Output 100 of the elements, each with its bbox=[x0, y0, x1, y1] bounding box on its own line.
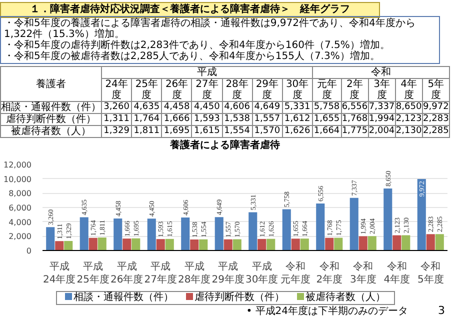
text: 4,458 bbox=[164, 102, 190, 112]
text: 2,004 bbox=[368, 126, 395, 136]
bar bbox=[316, 204, 325, 250]
text: 7,337 bbox=[368, 102, 395, 112]
text: 平成 bbox=[102, 66, 312, 78]
text: 2,130 bbox=[396, 126, 422, 136]
text: 9,972 bbox=[423, 102, 449, 112]
text: ・令和5年度の虐待判断件数は2,283件であり、令和4年度から160件（7.5%）増加。 bbox=[4, 40, 391, 51]
text: 1,554 bbox=[224, 126, 250, 136]
bar bbox=[384, 188, 392, 250]
text: ・令和5年度の被虐待者数は2,285人であり、令和4年度から155人（7.3%）増加。 bbox=[4, 51, 381, 62]
text: 1,768 bbox=[342, 114, 368, 124]
y-tick-label: 10,000 bbox=[4, 174, 32, 184]
bar bbox=[165, 238, 174, 250]
text: １．障害者虐待対応状況調査＜養護者による障害者虐待＞ 経年グラフ bbox=[0, 2, 380, 18]
bar bbox=[325, 238, 334, 250]
text: 30年度 bbox=[282, 78, 312, 102]
bar bbox=[435, 234, 444, 250]
bar bbox=[426, 234, 435, 250]
text: 1,664 bbox=[314, 126, 340, 136]
bar bbox=[282, 209, 291, 250]
x-tick-label: 令和元年度 bbox=[280, 260, 311, 286]
y-tick-label: 2,000 bbox=[8, 232, 32, 242]
bar bbox=[55, 241, 64, 250]
text: 1,655 bbox=[314, 114, 340, 124]
text: 4,606 bbox=[224, 102, 250, 112]
bar bbox=[402, 235, 410, 250]
text: 4,649 bbox=[254, 102, 280, 112]
x-tick-label: 令和2年度 bbox=[316, 260, 343, 286]
x-tick-label: 平成29年度 bbox=[212, 260, 244, 286]
text: 令和 bbox=[312, 66, 450, 78]
y-tick-label: 6,000 bbox=[8, 204, 32, 212]
text: 8,650 bbox=[396, 102, 422, 112]
text: 27年度 bbox=[192, 78, 222, 102]
bar bbox=[392, 235, 402, 250]
y-tick-label: 4,000 bbox=[8, 218, 32, 227]
text: 2,283 bbox=[423, 114, 449, 124]
y-tick-label: 8,000 bbox=[8, 189, 32, 198]
bar bbox=[358, 236, 368, 250]
text: 2,123 bbox=[396, 114, 422, 124]
text: 1,695 bbox=[164, 126, 190, 136]
bar bbox=[88, 238, 98, 250]
text: 5,331 bbox=[284, 102, 310, 112]
text: 2年度 bbox=[341, 78, 368, 102]
y-tick-label: 0 bbox=[26, 246, 32, 256]
text: 元年度 bbox=[312, 78, 342, 102]
text: 1,557 bbox=[254, 114, 280, 124]
text: 3年度 bbox=[368, 78, 396, 102]
text: • 平成24年度は下半期のみのデータ bbox=[246, 306, 408, 317]
text: 1,764 bbox=[134, 114, 160, 124]
chart-title: 養護者による障害者虐待 bbox=[169, 140, 281, 152]
text: 26年度 bbox=[162, 78, 192, 102]
text: 1,994 bbox=[368, 114, 395, 124]
text: 4,450 bbox=[194, 102, 220, 112]
bar bbox=[232, 239, 242, 250]
text: 6,556 bbox=[342, 102, 368, 112]
bar bbox=[132, 238, 140, 250]
text: 1,538 bbox=[224, 114, 250, 124]
bar bbox=[181, 217, 190, 250]
x-tick-label: 平成24年度 bbox=[43, 260, 76, 286]
text: 1,775 bbox=[342, 126, 368, 136]
bar bbox=[199, 239, 208, 250]
x-tick-label: 平成28年度 bbox=[178, 260, 211, 286]
text: 4,635 bbox=[134, 102, 160, 112]
text: 1,570 bbox=[254, 126, 280, 136]
x-tick-label: 令和3年度 bbox=[350, 260, 376, 286]
text: 28年度 bbox=[222, 78, 252, 102]
text: 25年度 bbox=[132, 78, 162, 102]
text: 1,811 bbox=[134, 126, 160, 136]
text: 4年度 bbox=[395, 78, 422, 102]
bar bbox=[258, 238, 266, 250]
text: 1,311 bbox=[104, 114, 130, 124]
text: 5年度 bbox=[422, 78, 450, 102]
bar bbox=[417, 179, 426, 250]
text: 1,612 bbox=[284, 114, 310, 124]
bar bbox=[248, 212, 258, 250]
text: 虐待判断件数（件） bbox=[6, 114, 96, 125]
text: ・令和5年度の養護者による障害者虐待の相談・通報件数は9,972件であり、令和4年度から1,322件（15.3%）増加。 bbox=[4, 18, 416, 40]
text: 2,285 bbox=[423, 126, 449, 136]
x-tick-label: 平成27年度 bbox=[144, 260, 177, 286]
bar bbox=[80, 217, 88, 250]
text: 1,593 bbox=[194, 114, 220, 124]
x-tick-label: 令和4年度 bbox=[384, 260, 410, 286]
legend-label: 相談・通報件数（件） bbox=[72, 292, 174, 303]
bar bbox=[98, 238, 106, 250]
text: 24年度 bbox=[102, 78, 132, 102]
x-tick-label: 令和5年度 bbox=[417, 260, 444, 286]
bar bbox=[46, 227, 55, 250]
text: 1,666 bbox=[164, 114, 190, 124]
text: 3 bbox=[438, 304, 445, 317]
bar bbox=[156, 239, 165, 250]
legend-label: 虐待判断件数（件） bbox=[194, 292, 284, 303]
x-tick-label: 平成25年度 bbox=[76, 260, 110, 286]
bar bbox=[114, 218, 122, 250]
text: 29年度 bbox=[252, 78, 282, 102]
text: 5,758 bbox=[314, 102, 340, 112]
bar bbox=[266, 238, 276, 250]
y-tick-label: 12,000 bbox=[4, 160, 32, 170]
bar bbox=[350, 198, 358, 250]
legend-label: 被虐待者数（人） bbox=[304, 292, 386, 303]
